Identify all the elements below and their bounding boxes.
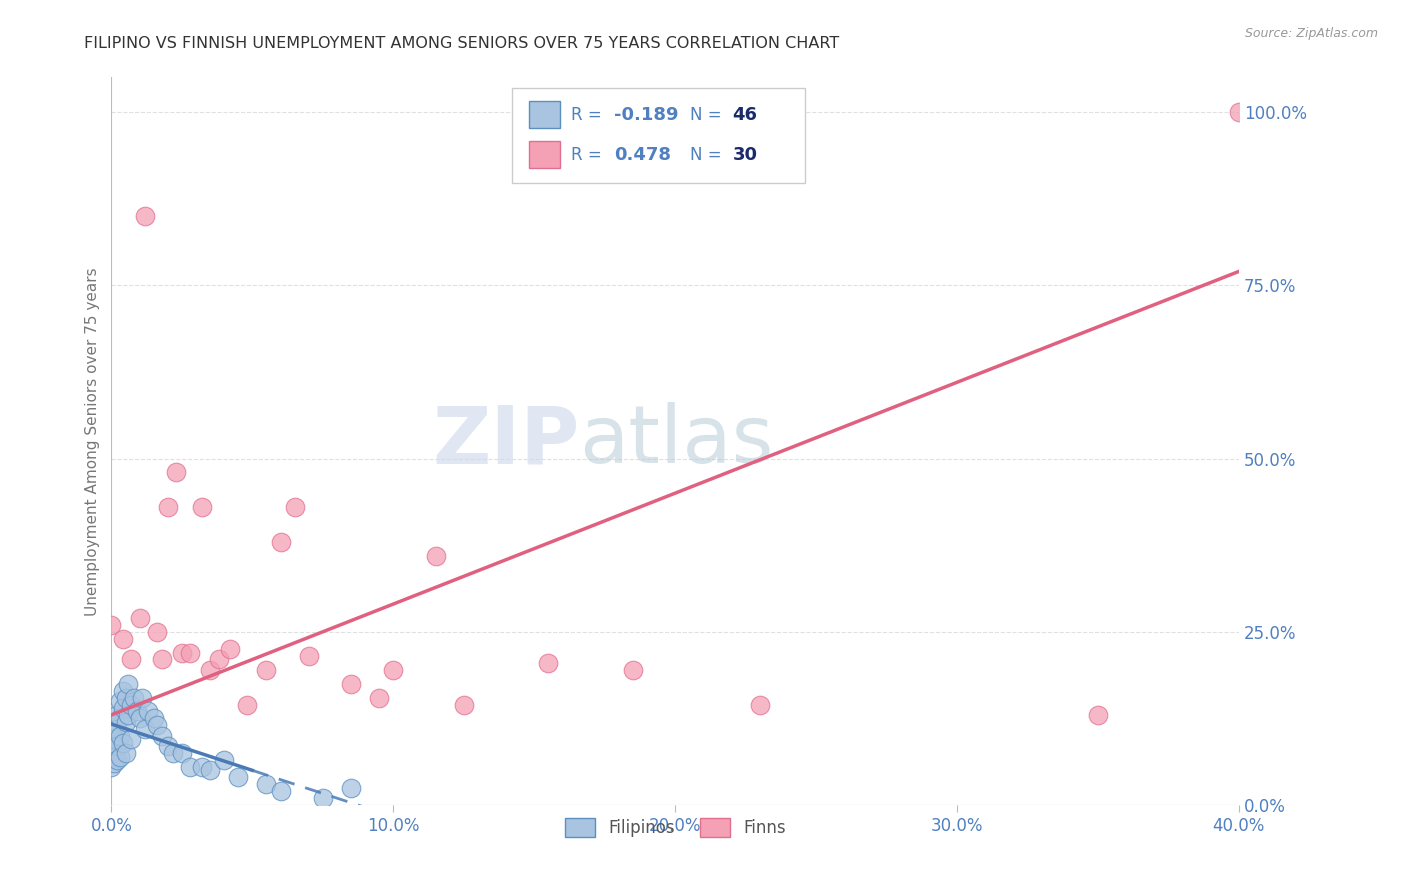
Point — [453, 698, 475, 712]
Point — [1087, 707, 1109, 722]
Point — [125, 705, 148, 719]
Point — [105, 722, 128, 736]
Point — [218, 642, 240, 657]
Point — [105, 739, 128, 753]
Text: Source: ZipAtlas.com: Source: ZipAtlas.com — [1244, 27, 1378, 40]
Point — [150, 652, 173, 666]
Point — [235, 698, 257, 712]
Point — [165, 466, 187, 480]
Point — [298, 648, 321, 663]
Point — [134, 209, 156, 223]
Point — [537, 656, 560, 670]
Point — [198, 663, 221, 677]
Text: 46: 46 — [733, 105, 758, 124]
FancyBboxPatch shape — [512, 88, 804, 183]
Point — [103, 749, 125, 764]
Text: R =: R = — [571, 145, 607, 163]
Point — [170, 746, 193, 760]
Point — [108, 749, 131, 764]
Point — [145, 624, 167, 639]
Point — [120, 652, 142, 666]
Text: R =: R = — [571, 105, 607, 124]
Point — [103, 718, 125, 732]
Point — [111, 683, 134, 698]
Point — [156, 500, 179, 514]
Point — [134, 722, 156, 736]
Point — [382, 663, 405, 677]
Point — [100, 746, 122, 760]
Point — [312, 791, 335, 805]
Point — [111, 632, 134, 646]
Point — [179, 760, 201, 774]
Point — [114, 746, 136, 760]
Point — [156, 739, 179, 753]
Point — [114, 690, 136, 705]
Text: atlas: atlas — [579, 402, 773, 480]
Point — [105, 753, 128, 767]
Point — [100, 618, 122, 632]
Point — [103, 732, 125, 747]
Point — [100, 760, 122, 774]
Point — [368, 690, 391, 705]
Y-axis label: Unemployment Among Seniors over 75 years: Unemployment Among Seniors over 75 years — [86, 267, 100, 615]
Legend: Filipinos, Finns: Filipinos, Finns — [558, 812, 792, 844]
Point — [425, 549, 447, 563]
Point — [621, 663, 644, 677]
Point — [103, 756, 125, 771]
Point — [162, 746, 184, 760]
Point — [207, 652, 229, 666]
Point — [128, 711, 150, 725]
Text: 0.478: 0.478 — [614, 145, 671, 163]
Point — [111, 736, 134, 750]
Point — [131, 690, 153, 705]
Point — [108, 729, 131, 743]
Bar — [529, 101, 560, 128]
Point — [340, 677, 363, 691]
Point — [128, 611, 150, 625]
Point — [100, 736, 122, 750]
Point — [748, 698, 770, 712]
Point — [136, 705, 159, 719]
Point — [145, 718, 167, 732]
Point — [117, 677, 139, 691]
Point — [114, 714, 136, 729]
Text: FILIPINO VS FINNISH UNEMPLOYMENT AMONG SENIORS OVER 75 YEARS CORRELATION CHART: FILIPINO VS FINNISH UNEMPLOYMENT AMONG S… — [84, 36, 839, 51]
Point — [212, 753, 235, 767]
Text: ZIP: ZIP — [432, 402, 579, 480]
Point — [120, 698, 142, 712]
Point — [190, 760, 212, 774]
Point — [142, 711, 165, 725]
Point — [108, 694, 131, 708]
Point — [198, 764, 221, 778]
Point — [117, 707, 139, 722]
Point — [254, 777, 277, 791]
Point — [270, 534, 292, 549]
Text: -0.189: -0.189 — [614, 105, 679, 124]
Point — [340, 780, 363, 795]
Point — [150, 729, 173, 743]
Point — [120, 732, 142, 747]
Bar — [529, 141, 560, 169]
Text: N =: N = — [690, 145, 727, 163]
Point — [270, 784, 292, 798]
Text: N =: N = — [690, 105, 727, 124]
Point — [190, 500, 212, 514]
Point — [1227, 105, 1250, 120]
Point — [111, 701, 134, 715]
Point — [254, 663, 277, 677]
Point — [226, 770, 249, 784]
Point — [105, 707, 128, 722]
Point — [179, 646, 201, 660]
Point — [284, 500, 307, 514]
Text: 30: 30 — [733, 145, 758, 163]
Point — [122, 690, 145, 705]
Point — [170, 646, 193, 660]
Point — [108, 711, 131, 725]
